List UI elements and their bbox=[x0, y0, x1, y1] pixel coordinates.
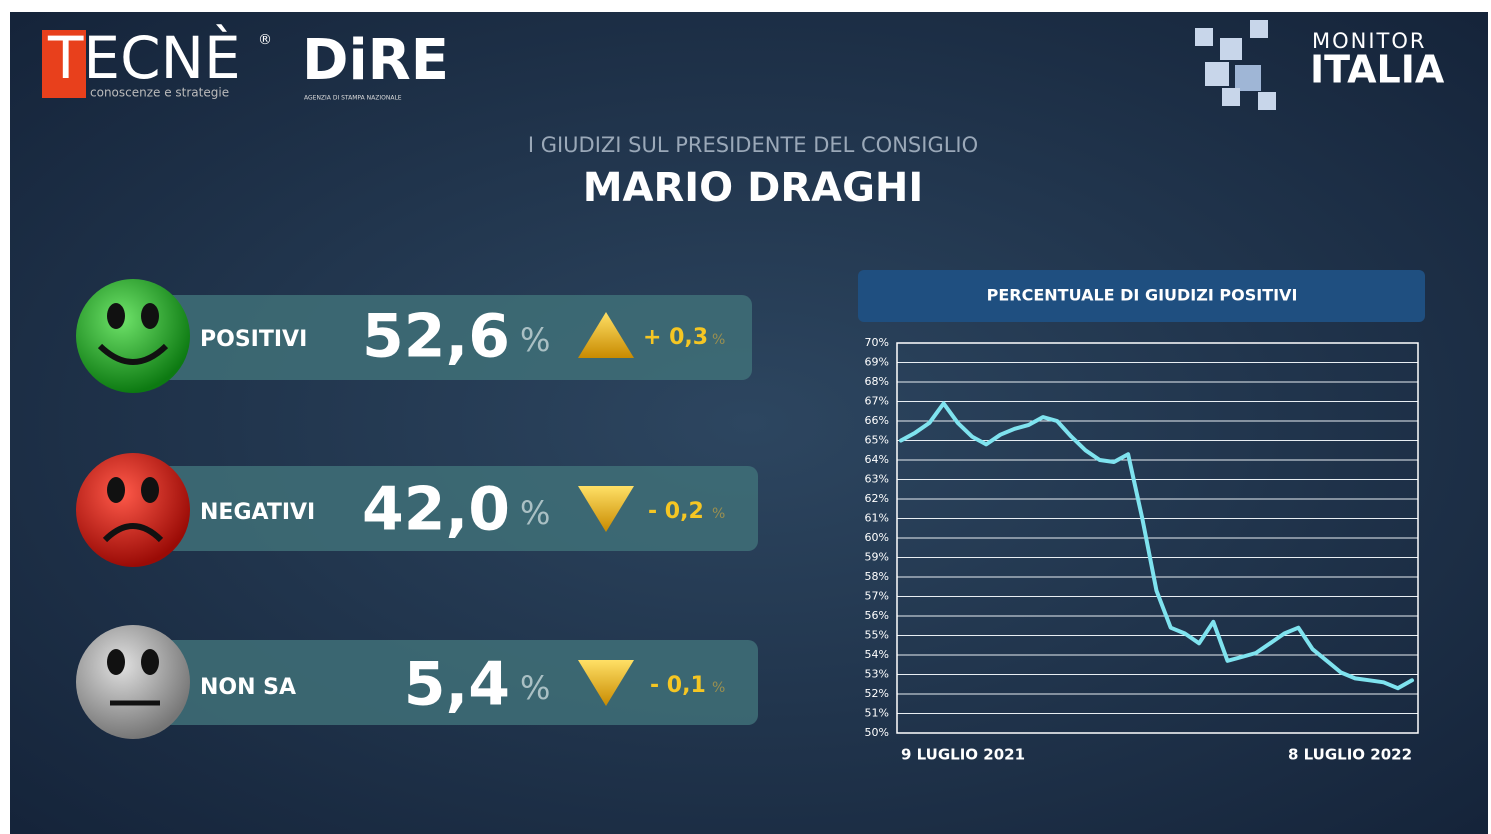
row-change: - 0,2 bbox=[648, 499, 704, 524]
y-tick-label: 55% bbox=[865, 629, 889, 642]
row-unit: % bbox=[520, 669, 550, 707]
y-tick-label: 56% bbox=[865, 609, 889, 622]
chart-title: PERCENTUALE DI GIUDIZI POSITIVI bbox=[987, 286, 1298, 305]
y-tick-label: 57% bbox=[865, 590, 889, 603]
tecne-logo: TECNÈ bbox=[47, 23, 241, 92]
subtitle: I GIUDIZI SUL PRESIDENTE DEL CONSIGLIO bbox=[528, 133, 978, 157]
row-change-unit: % bbox=[712, 332, 725, 348]
row-unit: % bbox=[520, 494, 550, 532]
row-value: 52,6 bbox=[362, 302, 510, 372]
row-panel: POSITIVI 52,6 % + 0,3 % bbox=[76, 279, 752, 393]
y-tick-label: 52% bbox=[865, 687, 889, 700]
row-change-unit: % bbox=[712, 680, 725, 696]
y-tick-label: 62% bbox=[865, 492, 889, 505]
row-label: POSITIVI bbox=[200, 327, 307, 352]
row-change-unit: % bbox=[712, 506, 725, 522]
row-panel: NEGATIVI 42,0 % - 0,2 % bbox=[76, 453, 758, 567]
y-tick-label: 65% bbox=[865, 434, 889, 447]
y-tick-label: 67% bbox=[865, 395, 889, 408]
x-tick-label: 8 LUGLIO 2022 bbox=[1288, 746, 1412, 764]
title: MARIO DRAGHI bbox=[583, 165, 924, 211]
row-change: + 0,3 bbox=[643, 325, 708, 350]
row-unit: % bbox=[520, 321, 550, 359]
page: TECNÈ ® conoscenze e strategie DiRE AGEN… bbox=[0, 0, 1491, 834]
y-tick-label: 69% bbox=[865, 356, 889, 369]
tecne-tagline: conoscenze e strategie bbox=[90, 86, 229, 100]
row-value: 5,4 bbox=[404, 650, 510, 720]
y-tick-label: 64% bbox=[865, 453, 889, 466]
y-tick-label: 58% bbox=[865, 570, 889, 583]
y-tick-label: 70% bbox=[865, 336, 889, 349]
row-label: NON SA bbox=[200, 675, 296, 700]
y-tick-label: 59% bbox=[865, 551, 889, 564]
y-tick-label: 61% bbox=[865, 512, 889, 525]
y-tick-label: 50% bbox=[865, 726, 889, 739]
y-tick-label: 66% bbox=[865, 414, 889, 427]
dire-tagline: AGENZIA DI STAMPA NAZIONALE bbox=[304, 95, 402, 102]
y-tick-label: 63% bbox=[865, 473, 889, 486]
italia-label: ITALIA bbox=[1310, 48, 1445, 92]
dire-logo: DiRE bbox=[302, 28, 449, 93]
y-tick-label: 60% bbox=[865, 531, 889, 544]
y-tick-label: 53% bbox=[865, 668, 889, 681]
tecne-mark: ® bbox=[258, 32, 272, 48]
y-tick-label: 54% bbox=[865, 648, 889, 661]
y-tick-label: 51% bbox=[865, 707, 889, 720]
y-tick-label: 68% bbox=[865, 375, 889, 388]
row-panel: NON SA 5,4 % - 0,1 % bbox=[76, 625, 758, 739]
row-change: - 0,1 bbox=[650, 673, 706, 698]
row-value: 42,0 bbox=[362, 475, 510, 545]
row-label: NEGATIVI bbox=[200, 500, 315, 525]
x-tick-label: 9 LUGLIO 2021 bbox=[901, 746, 1025, 764]
